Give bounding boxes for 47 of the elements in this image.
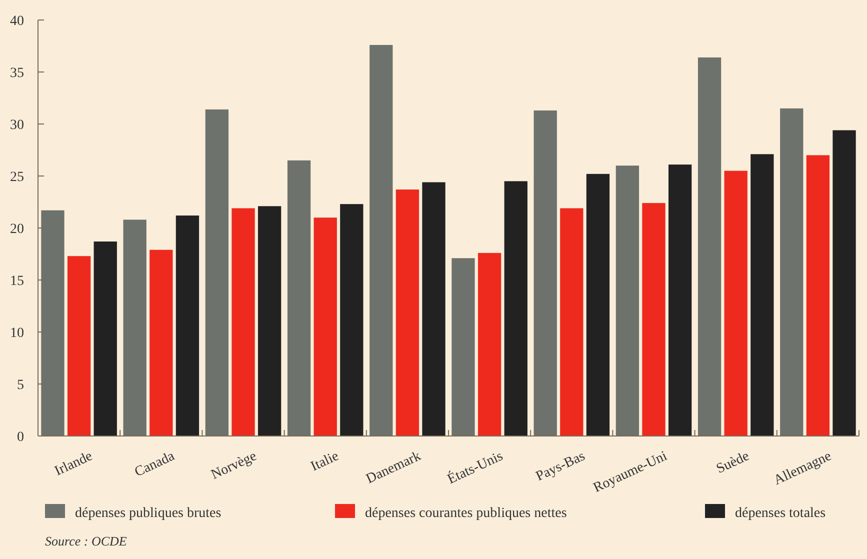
bar bbox=[41, 210, 64, 436]
bar bbox=[560, 208, 584, 436]
legend-label: dépenses courantes publiques nettes bbox=[365, 506, 567, 521]
x-tick-label: Canada bbox=[132, 448, 178, 480]
legend-label: dépenses totales bbox=[735, 506, 826, 521]
y-tick-label: 35 bbox=[10, 66, 24, 81]
bar bbox=[123, 220, 146, 436]
legend-label: dépenses publiques brutes bbox=[75, 506, 222, 521]
bar bbox=[452, 258, 475, 436]
bar bbox=[370, 44, 393, 436]
y-tick-label: 0 bbox=[17, 430, 24, 445]
y-tick-label: 15 bbox=[10, 274, 24, 289]
bar bbox=[287, 160, 311, 436]
bar bbox=[314, 218, 337, 436]
x-tick-label: Irlande bbox=[52, 448, 95, 480]
y-tick-label: 40 bbox=[10, 14, 24, 29]
bar bbox=[780, 108, 804, 436]
y-tick-label: 30 bbox=[10, 118, 24, 133]
bar bbox=[422, 182, 446, 436]
y-tick-label: 20 bbox=[10, 222, 24, 237]
bar bbox=[340, 204, 364, 436]
bar bbox=[750, 154, 774, 436]
bar bbox=[258, 206, 282, 436]
y-tick-label: 10 bbox=[10, 326, 24, 341]
y-tick-label: 5 bbox=[17, 378, 24, 393]
bar bbox=[668, 164, 692, 436]
source-note: Source : OCDE bbox=[45, 534, 127, 549]
bar bbox=[504, 181, 528, 436]
bar bbox=[698, 57, 722, 436]
bar bbox=[232, 208, 255, 436]
bar bbox=[642, 203, 666, 436]
bar bbox=[94, 242, 117, 436]
bar bbox=[478, 252, 502, 436]
bar bbox=[586, 174, 610, 436]
bar bbox=[176, 216, 200, 436]
bar bbox=[616, 166, 640, 436]
bar bbox=[205, 109, 229, 436]
x-tick-label: Suède bbox=[714, 448, 752, 477]
x-tick-label: Italie bbox=[308, 448, 342, 475]
bar bbox=[724, 170, 748, 436]
bar bbox=[67, 256, 91, 436]
bar bbox=[396, 190, 420, 436]
bar bbox=[832, 130, 856, 436]
bar bbox=[806, 155, 830, 436]
bar bbox=[150, 250, 173, 436]
bar bbox=[534, 110, 557, 436]
y-tick-label: 25 bbox=[10, 170, 24, 185]
